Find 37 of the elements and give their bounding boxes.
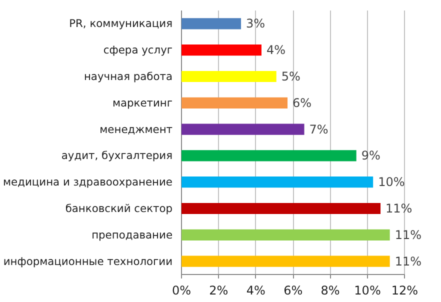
y-tick-label: информационные технологии	[3, 254, 173, 268]
data-label: 10%	[378, 175, 405, 190]
bar	[182, 256, 390, 267]
y-tick-label: маркетинг	[112, 96, 173, 110]
y-tick-label: банковский сектор	[65, 202, 173, 215]
bar	[182, 202, 381, 214]
y-tick-label: сфера услуг	[103, 44, 173, 57]
y-tick-label: медицина и здравоохранение	[3, 176, 173, 189]
data-label: 3%	[246, 16, 266, 31]
x-tick-label: 12%	[391, 284, 418, 298]
data-label: 11%	[386, 202, 412, 216]
data-label: 6%	[292, 96, 312, 110]
data-label: 11%	[394, 254, 422, 268]
y-tick-label: PR, коммуникация	[69, 17, 173, 30]
x-tick-label: 4%	[246, 284, 266, 298]
bar	[182, 70, 276, 82]
bar	[182, 18, 242, 30]
bar	[182, 124, 304, 135]
data-label: 7%	[309, 122, 328, 136]
bar	[182, 176, 374, 188]
x-tick-label: 0%	[172, 284, 192, 298]
x-tick-label: 8%	[320, 284, 340, 298]
x-tick-label: 2%	[209, 284, 228, 298]
bar	[182, 150, 356, 162]
y-tick-label: преподавание	[92, 228, 173, 242]
data-label: 11%	[394, 228, 422, 242]
data-label: 4%	[266, 43, 286, 58]
y-tick-label: менеджмент	[100, 122, 173, 136]
bar	[182, 44, 262, 56]
bar	[182, 229, 390, 240]
y-tick-label: научная работа	[84, 70, 173, 83]
y-tick-label: аудит, бухгалтерия	[61, 149, 173, 162]
data-label: 9%	[361, 148, 380, 163]
data-label: 5%	[281, 70, 300, 84]
x-tick-label: 6%	[284, 284, 303, 298]
bar	[182, 97, 288, 108]
x-tick-label: 10%	[354, 284, 381, 298]
